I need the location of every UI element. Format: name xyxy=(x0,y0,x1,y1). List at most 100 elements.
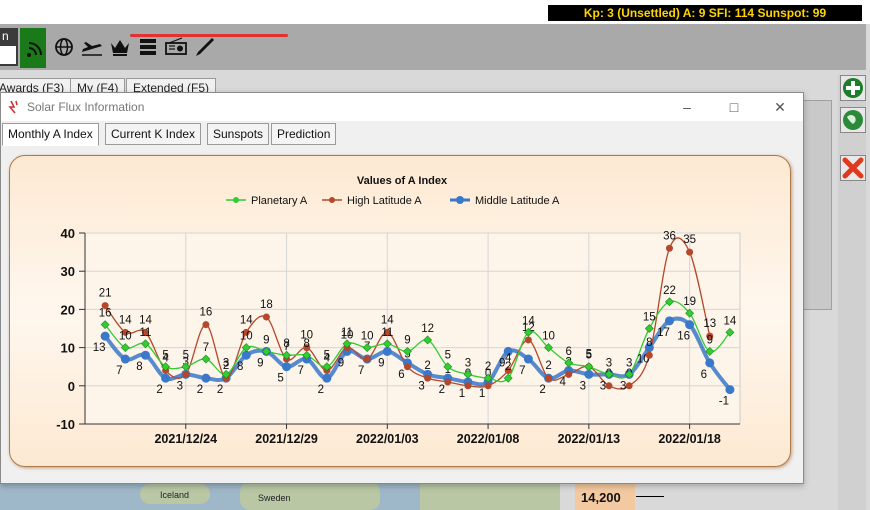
close-button[interactable] xyxy=(840,155,866,181)
data-label: 7 xyxy=(519,365,525,377)
data-point xyxy=(181,362,191,372)
data-point xyxy=(545,374,553,382)
data-point xyxy=(383,328,391,336)
data-label: 9 xyxy=(257,357,263,369)
data-point xyxy=(302,350,312,360)
add-button[interactable] xyxy=(840,75,866,101)
pen-icon[interactable] xyxy=(192,34,216,60)
y-tick-label: 40 xyxy=(61,226,75,241)
data-label: 10 xyxy=(361,331,374,343)
data-label: 4 xyxy=(324,353,331,365)
mini-input-box[interactable]: n xyxy=(0,28,18,66)
tab-monthly-a-index[interactable]: Monthly A Index xyxy=(2,123,99,146)
map-land-iceland xyxy=(140,484,210,504)
data-point xyxy=(221,369,231,379)
chart-axes: 40 30 20 10 0 -10 2021/12/24 2021/12/29 2022/01/… xyxy=(56,226,740,446)
data-label: 4 xyxy=(559,377,566,389)
data-point xyxy=(161,362,171,372)
server-icon[interactable] xyxy=(136,34,160,60)
data-point xyxy=(141,339,150,349)
data-label: 14 xyxy=(724,315,737,327)
data-label: 15 xyxy=(643,312,656,324)
tab-prediction[interactable]: Prediction xyxy=(271,123,337,145)
data-label: 5 xyxy=(277,373,283,385)
data-point xyxy=(424,374,432,382)
data-point xyxy=(282,350,291,360)
data-point xyxy=(242,328,250,336)
tab-sunspots[interactable]: Sunspots xyxy=(207,123,270,145)
data-point xyxy=(282,362,292,372)
data-point xyxy=(605,382,613,390)
data-point xyxy=(303,344,311,352)
tab-current-k-index[interactable]: Current K Index xyxy=(105,123,202,145)
data-label: 5 xyxy=(586,350,592,362)
chart-grid xyxy=(84,232,741,425)
globe-button[interactable] xyxy=(840,107,866,133)
data-label: 6 xyxy=(398,369,404,381)
x-tick-label: 2022/01/13 xyxy=(558,432,621,446)
data-label: 2 xyxy=(217,384,223,396)
data-label: 2 xyxy=(505,361,511,373)
wifi-button[interactable] xyxy=(20,28,46,68)
data-point xyxy=(261,346,271,356)
data-point xyxy=(624,369,634,379)
data-label: 12 xyxy=(421,323,434,335)
map-land-east xyxy=(420,482,560,510)
data-label: 8 xyxy=(303,338,309,350)
data-point xyxy=(523,327,533,337)
data-point xyxy=(202,321,210,329)
maximize-button[interactable]: □ xyxy=(729,99,739,115)
y-tick-label: 10 xyxy=(61,341,75,356)
data-point xyxy=(101,302,109,310)
plane-icon[interactable] xyxy=(80,34,104,60)
data-label: 5 xyxy=(586,349,592,361)
window-title-bar[interactable]: Solar Flux Information – □ ✕ xyxy=(1,93,803,121)
y-tick-label: -10 xyxy=(56,417,75,432)
data-point xyxy=(201,373,211,383)
mini-input-label: n xyxy=(2,29,9,43)
data-label: 2 xyxy=(318,384,324,396)
annotation-underline xyxy=(130,34,288,37)
data-label: 14 xyxy=(522,315,535,327)
data-point xyxy=(423,335,433,345)
data-label: 11 xyxy=(341,327,353,339)
data-label: 5 xyxy=(324,350,330,362)
data-label: 3 xyxy=(465,357,471,369)
plot-area xyxy=(84,232,741,425)
minimize-button[interactable]: – xyxy=(683,99,691,115)
crown-icon[interactable] xyxy=(108,34,132,60)
wifi-icon xyxy=(27,42,42,57)
data-label: 10 xyxy=(300,330,313,342)
y-tick-label: 20 xyxy=(61,302,75,317)
data-label: 9 xyxy=(338,357,344,369)
data-point xyxy=(644,343,654,353)
data-label: 5 xyxy=(162,350,168,362)
data-label: 13 xyxy=(703,318,716,330)
data-point xyxy=(362,343,372,353)
data-label: 8 xyxy=(283,338,289,350)
y-tick-label: 30 xyxy=(61,264,75,279)
window-close-button[interactable]: ✕ xyxy=(774,99,786,115)
solar-icon xyxy=(8,100,18,114)
mini-input-field[interactable] xyxy=(0,46,16,64)
frequency-value: 14,200 xyxy=(581,490,621,505)
data-label: 14 xyxy=(381,314,394,326)
data-label: 9 xyxy=(263,334,269,346)
data-point xyxy=(121,328,129,336)
chart-panel: Values of A Index Planetary A High Latitu… xyxy=(9,155,791,467)
data-point xyxy=(484,382,492,390)
frequency-readout: 14,200 xyxy=(575,482,635,510)
legend-label: Planetary A xyxy=(251,195,308,207)
data-label: 21 xyxy=(99,288,112,300)
data-label: 5 xyxy=(183,350,189,362)
data-label: 19 xyxy=(683,296,696,308)
radio-icon[interactable] xyxy=(164,34,188,60)
data-label: 2 xyxy=(485,361,491,373)
background-panel xyxy=(800,100,832,310)
map-strip[interactable]: Iceland Sweden xyxy=(0,482,560,510)
data-label: 2 xyxy=(545,360,551,372)
globe-icon[interactable] xyxy=(52,34,76,60)
data-label: 9 xyxy=(404,334,410,346)
data-point xyxy=(120,354,130,364)
data-label: 4 xyxy=(162,353,169,365)
